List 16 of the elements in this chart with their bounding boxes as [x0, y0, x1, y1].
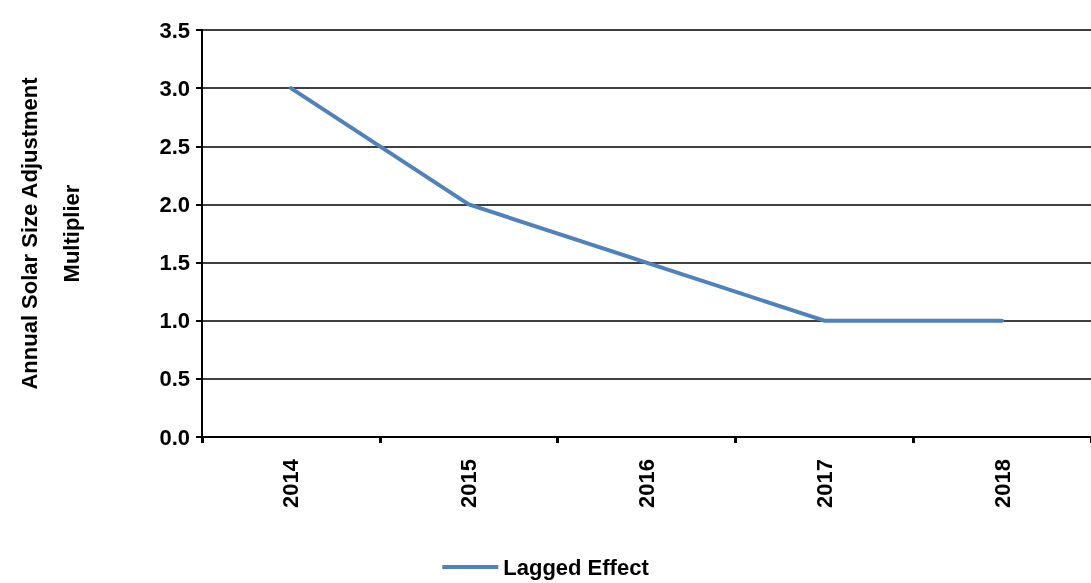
y-tick-label: 0.5 [159, 366, 190, 392]
y-axis-title: Annual Solar Size Adjustment Multiplier [16, 76, 84, 390]
legend-label: Lagged Effect [503, 554, 650, 580]
y-tick-label: 0.0 [159, 424, 190, 450]
x-tick-label: 2014 [278, 458, 304, 508]
y-tick-label: 3.5 [159, 17, 190, 43]
y-tick-label: 2.5 [159, 133, 190, 159]
line-series [288, 86, 1005, 323]
x-tick-label: 2017 [811, 459, 837, 508]
x-tick-label: 2018 [989, 459, 1015, 508]
y-tick-label: 1.5 [159, 250, 190, 276]
x-tick-label: 2016 [634, 459, 659, 508]
y-tick-label: 1.0 [159, 308, 190, 334]
y-tick-label: 3.0 [159, 75, 190, 101]
y-tick-label: 2.0 [159, 191, 190, 217]
x-tick-label: 2015 [456, 459, 482, 508]
